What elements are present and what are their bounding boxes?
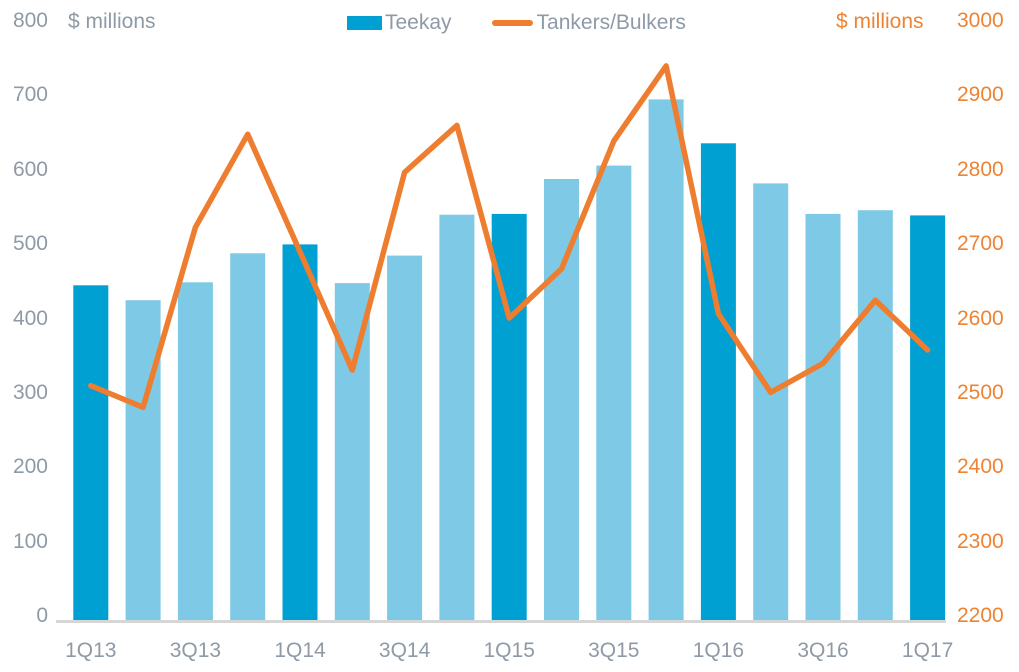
bar-1Q17 bbox=[910, 215, 946, 620]
right-axis-tick-2800: 2800 bbox=[957, 157, 1004, 181]
right-axis-tick-2200: 2200 bbox=[957, 604, 1004, 627]
left-axis-tick-400: 400 bbox=[12, 306, 48, 330]
bar-1Q13 bbox=[73, 285, 109, 620]
legend-label-tankers-bulkers: Tankers/Bulkers bbox=[536, 11, 686, 34]
right-axis-title: $ millions bbox=[836, 10, 924, 33]
left-axis-tick-700: 700 bbox=[12, 83, 48, 107]
bar-2Q13 bbox=[125, 300, 161, 620]
bar-4Q15 bbox=[648, 99, 684, 620]
right-axis-tick-2900: 2900 bbox=[957, 83, 1004, 107]
bar-3Q13 bbox=[177, 282, 213, 620]
tankers-line-swatch-icon bbox=[491, 20, 533, 26]
right-axis-tick-2400: 2400 bbox=[957, 455, 1004, 479]
legend-label-teekay: Teekay bbox=[385, 11, 452, 34]
bar-2Q16 bbox=[753, 183, 789, 620]
right-axis-tick-2600: 2600 bbox=[957, 306, 1004, 330]
left-axis-tick-300: 300 bbox=[12, 380, 48, 404]
line-tankers-bulkers bbox=[88, 63, 931, 411]
left-axis-tick-600: 600 bbox=[12, 157, 48, 181]
x-axis-label-1Q13: 1Q13 bbox=[65, 639, 117, 662]
x-axis-label-3Q16: 3Q16 bbox=[797, 639, 849, 662]
right-axis-tick-3000: 3000 bbox=[957, 9, 1004, 32]
left-axis-tick-100: 100 bbox=[12, 529, 48, 553]
left-axis-tick-500: 500 bbox=[12, 232, 48, 256]
x-axis-label-3Q13: 3Q13 bbox=[169, 639, 222, 662]
teekay-bar-swatch-icon bbox=[347, 16, 382, 30]
bar-4Q13 bbox=[230, 253, 266, 621]
legend-item-teekay: Teekay bbox=[347, 11, 452, 35]
bar-1Q16 bbox=[700, 143, 736, 621]
right-axis-tick-2500: 2500 bbox=[957, 380, 1004, 404]
left-axis-tick-200: 200 bbox=[12, 455, 48, 479]
x-axis-label-3Q15: 3Q15 bbox=[588, 639, 640, 662]
x-axis-label-1Q14: 1Q14 bbox=[274, 639, 326, 662]
bar-3Q15 bbox=[596, 165, 632, 620]
x-axis-label-3Q14: 3Q14 bbox=[378, 639, 431, 662]
bar-3Q14 bbox=[387, 255, 423, 620]
x-axis-label-1Q17: 1Q17 bbox=[901, 639, 954, 662]
x-axis-label-1Q15: 1Q15 bbox=[483, 639, 535, 662]
left-axis-tick-0: 0 bbox=[36, 604, 48, 627]
x-axis-label-1Q16: 1Q16 bbox=[692, 639, 745, 662]
bar-3Q16 bbox=[805, 213, 841, 620]
bar-1Q14 bbox=[282, 244, 318, 620]
right-axis-tick-2700: 2700 bbox=[957, 232, 1004, 256]
left-axis-tick-800: 800 bbox=[12, 9, 48, 32]
legend: Teekay Tankers/Bulkers bbox=[347, 10, 686, 36]
legend-item-tankers-bulkers: Tankers/Bulkers bbox=[452, 11, 686, 35]
bar-4Q14 bbox=[439, 214, 475, 620]
left-axis-title: $ millions bbox=[68, 10, 156, 33]
bar-2Q15 bbox=[544, 179, 579, 620]
right-axis-tick-2300: 2300 bbox=[957, 529, 1004, 553]
bar-4Q16 bbox=[857, 210, 893, 620]
